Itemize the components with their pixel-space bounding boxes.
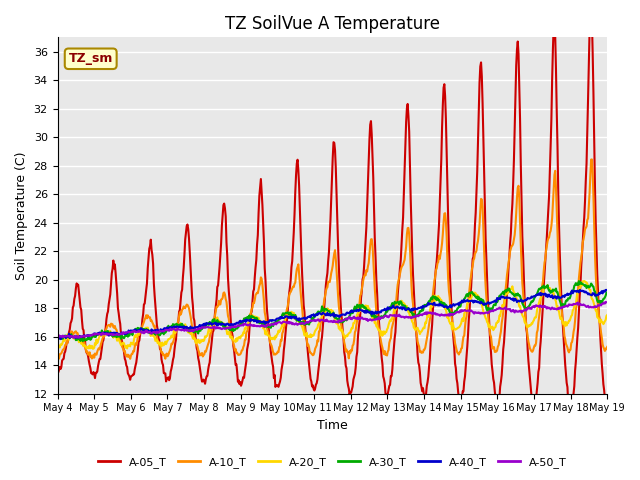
- A-30_T: [604, 289, 611, 295]
- A-50_T: [206, 324, 214, 330]
- A-40_T: [205, 321, 212, 326]
- A-20_T: [604, 312, 611, 318]
- A-30_T: [206, 319, 214, 325]
- A-30_T: [416, 309, 424, 314]
- Title: TZ SoilVue A Temperature: TZ SoilVue A Temperature: [225, 15, 440, 33]
- A-05_T: [415, 362, 423, 368]
- A-10_T: [177, 312, 184, 317]
- A-10_T: [588, 156, 596, 162]
- A-05_T: [205, 362, 212, 368]
- A-10_T: [54, 357, 62, 362]
- A-30_T: [177, 322, 184, 327]
- A-20_T: [206, 329, 214, 335]
- A-10_T: [604, 344, 611, 350]
- A-30_T: [121, 334, 129, 339]
- A-05_T: [176, 307, 184, 312]
- Text: TZ_sm: TZ_sm: [68, 52, 113, 65]
- A-05_T: [566, 407, 574, 413]
- A-20_T: [177, 320, 184, 326]
- A-40_T: [63, 334, 71, 339]
- A-50_T: [602, 299, 609, 305]
- A-05_T: [63, 340, 71, 346]
- A-30_T: [400, 303, 408, 309]
- A-05_T: [588, 0, 595, 5]
- A-50_T: [54, 335, 61, 340]
- A-40_T: [604, 287, 611, 293]
- A-20_T: [89, 346, 97, 352]
- Line: A-50_T: A-50_T: [58, 302, 607, 338]
- A-05_T: [604, 405, 611, 411]
- A-40_T: [54, 336, 61, 342]
- A-05_T: [120, 349, 128, 355]
- A-20_T: [400, 300, 408, 306]
- Line: A-30_T: A-30_T: [58, 281, 607, 341]
- Legend: A-05_T, A-10_T, A-20_T, A-30_T, A-40_T, A-50_T: A-05_T, A-10_T, A-20_T, A-30_T, A-40_T, …: [93, 453, 572, 472]
- A-30_T: [79, 338, 86, 344]
- A-05_T: [399, 215, 407, 220]
- A-10_T: [400, 259, 408, 265]
- A-40_T: [120, 331, 128, 336]
- A-20_T: [416, 331, 424, 337]
- A-50_T: [416, 312, 424, 318]
- A-05_T: [54, 368, 61, 374]
- A-50_T: [177, 327, 184, 333]
- A-10_T: [416, 349, 424, 355]
- A-40_T: [399, 304, 407, 310]
- A-50_T: [121, 330, 129, 336]
- A-30_T: [63, 333, 71, 339]
- A-10_T: [54, 354, 61, 360]
- A-40_T: [415, 305, 423, 311]
- A-30_T: [54, 338, 61, 344]
- A-20_T: [63, 332, 71, 337]
- A-40_T: [176, 324, 184, 329]
- Line: A-10_T: A-10_T: [58, 159, 607, 360]
- Y-axis label: Soil Temperature (C): Soil Temperature (C): [15, 151, 28, 280]
- Line: A-20_T: A-20_T: [58, 281, 607, 349]
- A-10_T: [121, 348, 129, 354]
- Line: A-05_T: A-05_T: [58, 2, 607, 410]
- A-10_T: [206, 335, 214, 341]
- A-20_T: [121, 344, 129, 349]
- X-axis label: Time: Time: [317, 419, 348, 432]
- A-50_T: [63, 333, 71, 339]
- A-50_T: [604, 300, 611, 305]
- A-20_T: [580, 278, 588, 284]
- A-10_T: [65, 335, 72, 340]
- A-40_T: [602, 287, 609, 293]
- A-50_T: [400, 314, 408, 320]
- A-20_T: [54, 344, 61, 349]
- A-30_T: [575, 278, 583, 284]
- A-50_T: [70, 335, 78, 341]
- Line: A-40_T: A-40_T: [58, 290, 607, 339]
